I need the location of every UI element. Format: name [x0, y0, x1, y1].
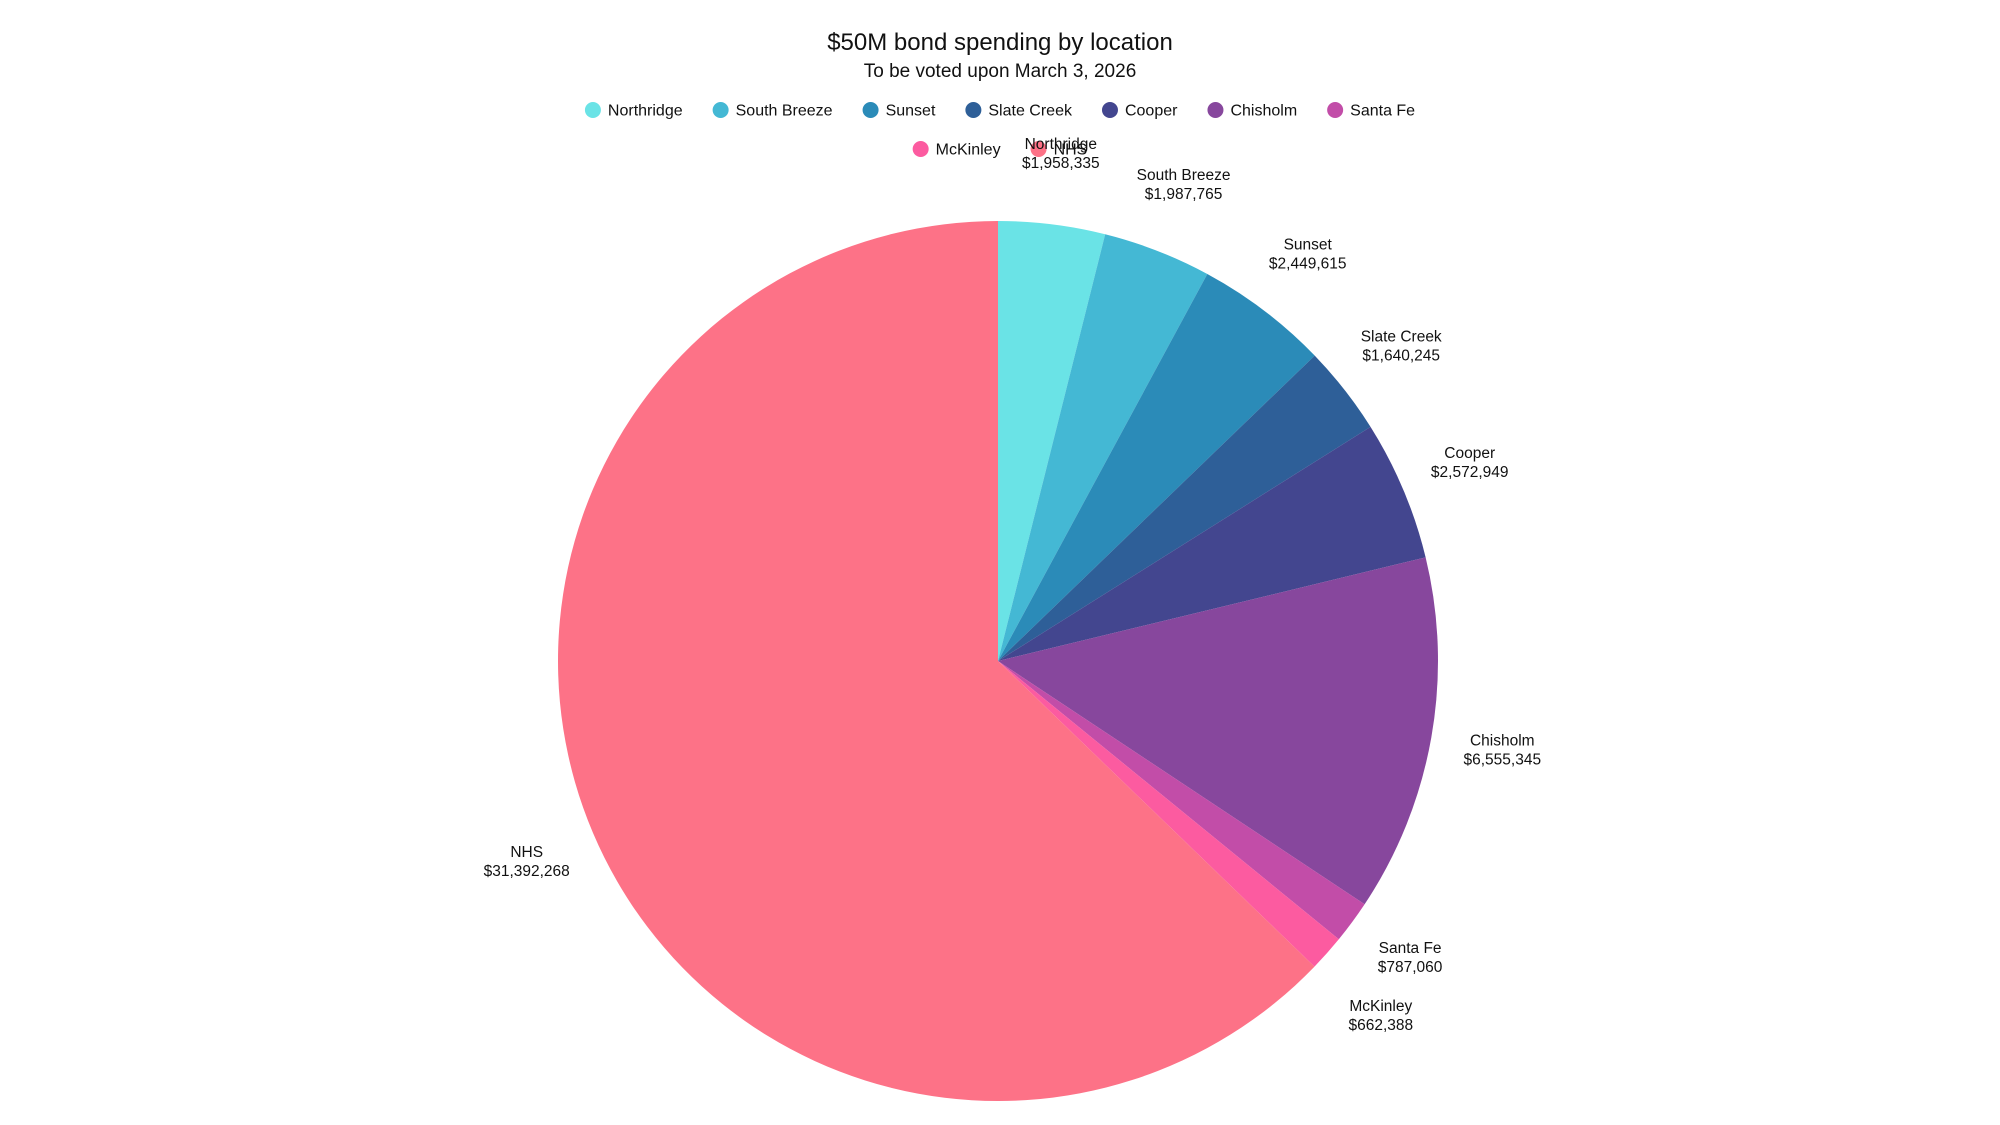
legend-swatch: [1327, 102, 1344, 118]
slice-label-value: $662,388: [1348, 1017, 1413, 1034]
slice-label-name: Sunset: [1284, 236, 1333, 253]
legend-item-sunset[interactable]: Sunset: [862, 102, 936, 120]
legend-swatch: [965, 102, 982, 118]
legend-label: Cooper: [1125, 103, 1178, 120]
slice-label-name: NHS: [510, 844, 543, 861]
slice-label-santa-fe: Santa Fe $787,060: [1378, 940, 1443, 976]
legend-item-slate-creek[interactable]: Slate Creek: [965, 102, 1073, 120]
slice-label-mckinley: McKinley $662,388: [1348, 998, 1413, 1034]
pie-slice-northridge[interactable]: [998, 220, 1106, 661]
legend-swatch: [912, 141, 929, 157]
slice-label-name: Chisholm: [1470, 733, 1535, 750]
legend-item-south-breeze[interactable]: South Breeze: [712, 102, 833, 120]
slice-label-value: $31,392,268: [484, 863, 570, 880]
legend-swatch: [1207, 102, 1224, 118]
legend-swatch: [1101, 102, 1118, 118]
pie-slice-cooper[interactable]: [998, 426, 1426, 661]
slice-label-name: McKinley: [1349, 998, 1412, 1015]
pie-slice-chisholm[interactable]: [998, 557, 1439, 905]
legend-item-cooper[interactable]: Cooper: [1101, 102, 1178, 120]
slice-label-chisholm: Chisholm $6,555,345: [1464, 733, 1542, 769]
slice-labels: Northridge $1,958,335 South Breeze $1,987,7…: [484, 136, 1541, 1034]
slice-label-value: $787,060: [1378, 959, 1443, 976]
pie-slice-sunset[interactable]: [998, 273, 1315, 661]
legend-label: Sunset: [886, 103, 936, 120]
slice-label-name: Slate Creek: [1361, 328, 1442, 345]
legend-swatch: [584, 102, 601, 118]
slice-label-northridge: Northridge $1,958,335: [1022, 136, 1100, 172]
slice-label-cooper: Cooper $2,572,949: [1431, 445, 1509, 481]
legend-label: South Breeze: [736, 103, 833, 120]
slice-label-value: $1,958,335: [1022, 155, 1100, 172]
legend-item-santa-fe[interactable]: Santa Fe: [1327, 102, 1415, 120]
legend-item-nhs[interactable]: NHS: [1030, 141, 1088, 159]
slice-label-value: $1,987,765: [1145, 186, 1223, 203]
slice-label-name: Northridge: [1025, 136, 1097, 153]
pie-slice-santa-fe[interactable]: [998, 661, 1365, 940]
slice-label-value: $1,640,245: [1362, 347, 1440, 364]
slice-label-value: $6,555,345: [1464, 752, 1542, 769]
legend-item-northridge[interactable]: Northridge: [584, 102, 683, 120]
slice-label-value: $2,449,615: [1269, 255, 1347, 272]
slice-label-name: South Breeze: [1137, 167, 1231, 184]
pie-slice-slate-creek[interactable]: [998, 355, 1371, 661]
chart-subtitle: To be voted upon March 3, 2026: [864, 61, 1137, 82]
pie-slices: [558, 220, 1439, 1101]
legend-label: Slate Creek: [988, 103, 1073, 120]
pie-slice-south-breeze[interactable]: [998, 234, 1208, 661]
legend-label: McKinley: [936, 142, 1001, 159]
legend-label: NHS: [1054, 142, 1088, 159]
legend-item-mckinley[interactable]: McKinley: [912, 141, 1001, 159]
legend-label: Northridge: [608, 103, 683, 120]
pie-slice-nhs[interactable]: [558, 221, 1315, 1101]
legend-swatch: [862, 102, 879, 118]
chart-title: $50M bond spending by location: [827, 29, 1173, 56]
legend-swatch: [712, 102, 729, 118]
slice-label-nhs: NHS $31,392,268: [484, 844, 570, 880]
slice-label-south-breeze: South Breeze $1,987,765: [1137, 167, 1231, 203]
slice-label-sunset: Sunset $2,449,615: [1269, 236, 1347, 272]
pie-slice-mckinley[interactable]: [998, 661, 1339, 967]
legend-label: Chisholm: [1230, 103, 1297, 120]
slice-label-name: Santa Fe: [1379, 940, 1442, 957]
slice-label-name: Cooper: [1444, 445, 1495, 462]
slice-label-slate-creek: Slate Creek $1,640,245: [1361, 328, 1442, 364]
legend-item-chisholm[interactable]: Chisholm: [1207, 102, 1297, 120]
slice-label-value: $2,572,949: [1431, 464, 1509, 481]
legend-swatch: [1030, 141, 1047, 157]
legend-label: Santa Fe: [1350, 103, 1415, 120]
legend: Northridge South Breeze Sunset Slate Creek C…: [584, 102, 1415, 159]
